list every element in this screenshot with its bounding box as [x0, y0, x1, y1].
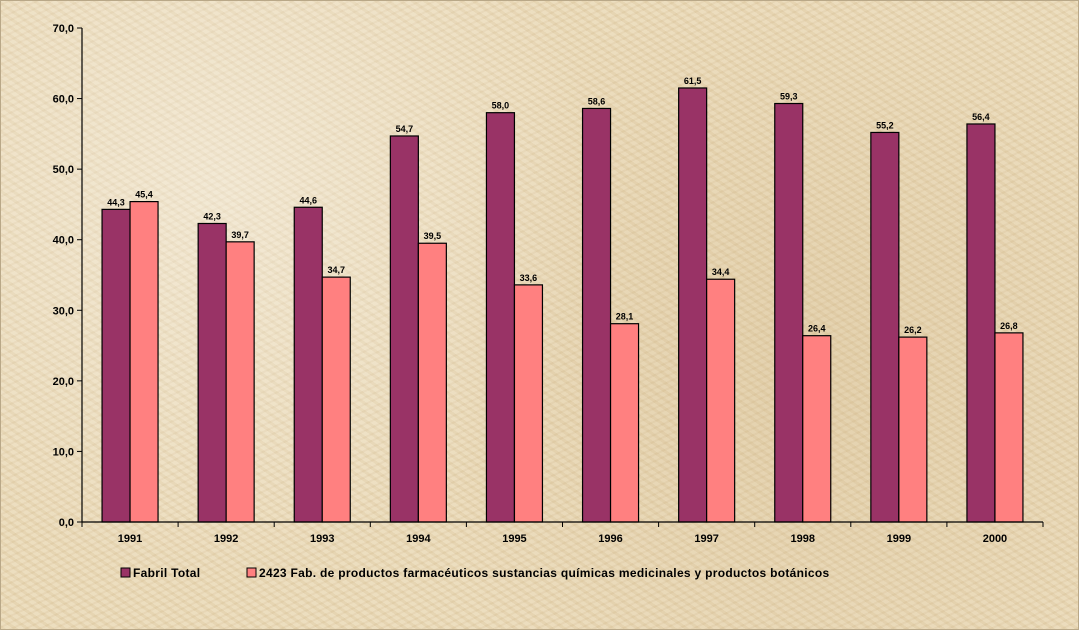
x-tick-label: 1992 [214, 533, 238, 545]
data-label: 58,0 [492, 101, 510, 111]
x-tick-label: 1999 [887, 533, 911, 545]
data-label: 44,3 [107, 197, 125, 207]
data-label: 56,4 [972, 112, 990, 122]
data-label: 42,3 [203, 211, 221, 221]
y-tick-label: 40,0 [53, 235, 74, 247]
data-label: 28,1 [616, 312, 634, 322]
data-label: 61,5 [684, 76, 702, 86]
y-tick-label: 20,0 [53, 376, 74, 388]
bar-2423-1995 [513, 284, 544, 523]
data-label: 34,7 [327, 265, 345, 275]
legend-label-2423: 2423 Fab. de productos farmacéuticos sus… [259, 566, 830, 580]
bar-fabril-total-2000 [966, 123, 996, 523]
y-tick-label: 30,0 [53, 305, 74, 317]
data-labels: 44,3 45,4 42,3 39,7 44,6 34,7 54,7 39,5 58,0 33,6… [107, 76, 1017, 335]
bar-fabril-total-1997 [678, 87, 708, 523]
x-tick-label: 1995 [502, 533, 526, 545]
bar-2423-1993 [321, 276, 351, 523]
x-tick-label: 1996 [598, 533, 622, 545]
bar-fabril-total-1994 [389, 135, 419, 523]
data-label: 44,6 [299, 195, 317, 205]
bar-2423-1998 [802, 335, 832, 523]
y-tick-label: 70,0 [53, 23, 74, 35]
bar-fabril-total-1992 [197, 222, 227, 523]
data-label: 45,4 [135, 190, 153, 200]
bar-fabril-total-1998 [774, 102, 804, 523]
y-axis-tick-labels: 0,0 10,0 20,0 30,0 40,0 50,0 60,0 70,0 [53, 23, 74, 529]
bars [101, 87, 1024, 523]
data-label: 26,8 [1000, 321, 1018, 331]
x-tick-label: 1998 [791, 533, 815, 545]
data-label: 55,2 [876, 120, 894, 130]
bar-2423-1992 [225, 241, 255, 523]
legend-swatch-2423 [246, 567, 257, 578]
x-tick-label: 2000 [983, 533, 1007, 545]
data-label: 34,4 [712, 267, 730, 277]
bar-fabril-total-1996 [581, 107, 612, 523]
y-tick-label: 0,0 [59, 517, 74, 529]
legend-swatch-fabril-total [120, 567, 131, 578]
data-label: 54,7 [396, 124, 414, 134]
x-tick-label: 1994 [406, 533, 431, 545]
data-label: 58,6 [588, 96, 606, 106]
x-tick-label: 1991 [118, 533, 142, 545]
legend-label-fabril-total: Fabril Total [133, 566, 200, 580]
x-axis-tick-labels: 1991 1992 1993 1994 1995 1996 1997 1998 1999 2000 [118, 533, 1007, 545]
bar-2423-1996 [609, 323, 640, 523]
bar-2423-1999 [898, 336, 928, 523]
bar-2423-1994 [417, 242, 447, 523]
data-label: 39,5 [424, 231, 442, 241]
data-label: 33,6 [520, 273, 538, 283]
bar-2423-1991 [129, 201, 159, 523]
bar-fabril-total-1999 [870, 131, 900, 523]
legend: Fabril Total 2423 Fab. de productos farm… [120, 566, 830, 580]
data-label: 26,4 [808, 324, 826, 334]
x-tick-label: 1993 [310, 533, 334, 545]
bar-fabril-total-1995 [485, 112, 516, 523]
x-tick-label: 1997 [694, 533, 718, 545]
data-label: 59,3 [780, 92, 798, 102]
y-tick-label: 10,0 [53, 446, 74, 458]
y-tick-label: 50,0 [53, 164, 74, 176]
y-tick-label: 60,0 [53, 94, 74, 106]
axes [77, 27, 1044, 527]
data-label: 39,7 [231, 230, 249, 240]
bar-fabril-total-1991 [101, 208, 131, 523]
bar-fabril-total-1993 [293, 206, 323, 523]
bar-2423-2000 [994, 332, 1024, 523]
data-label: 26,2 [904, 325, 922, 335]
bar-2423-1997 [706, 278, 736, 523]
